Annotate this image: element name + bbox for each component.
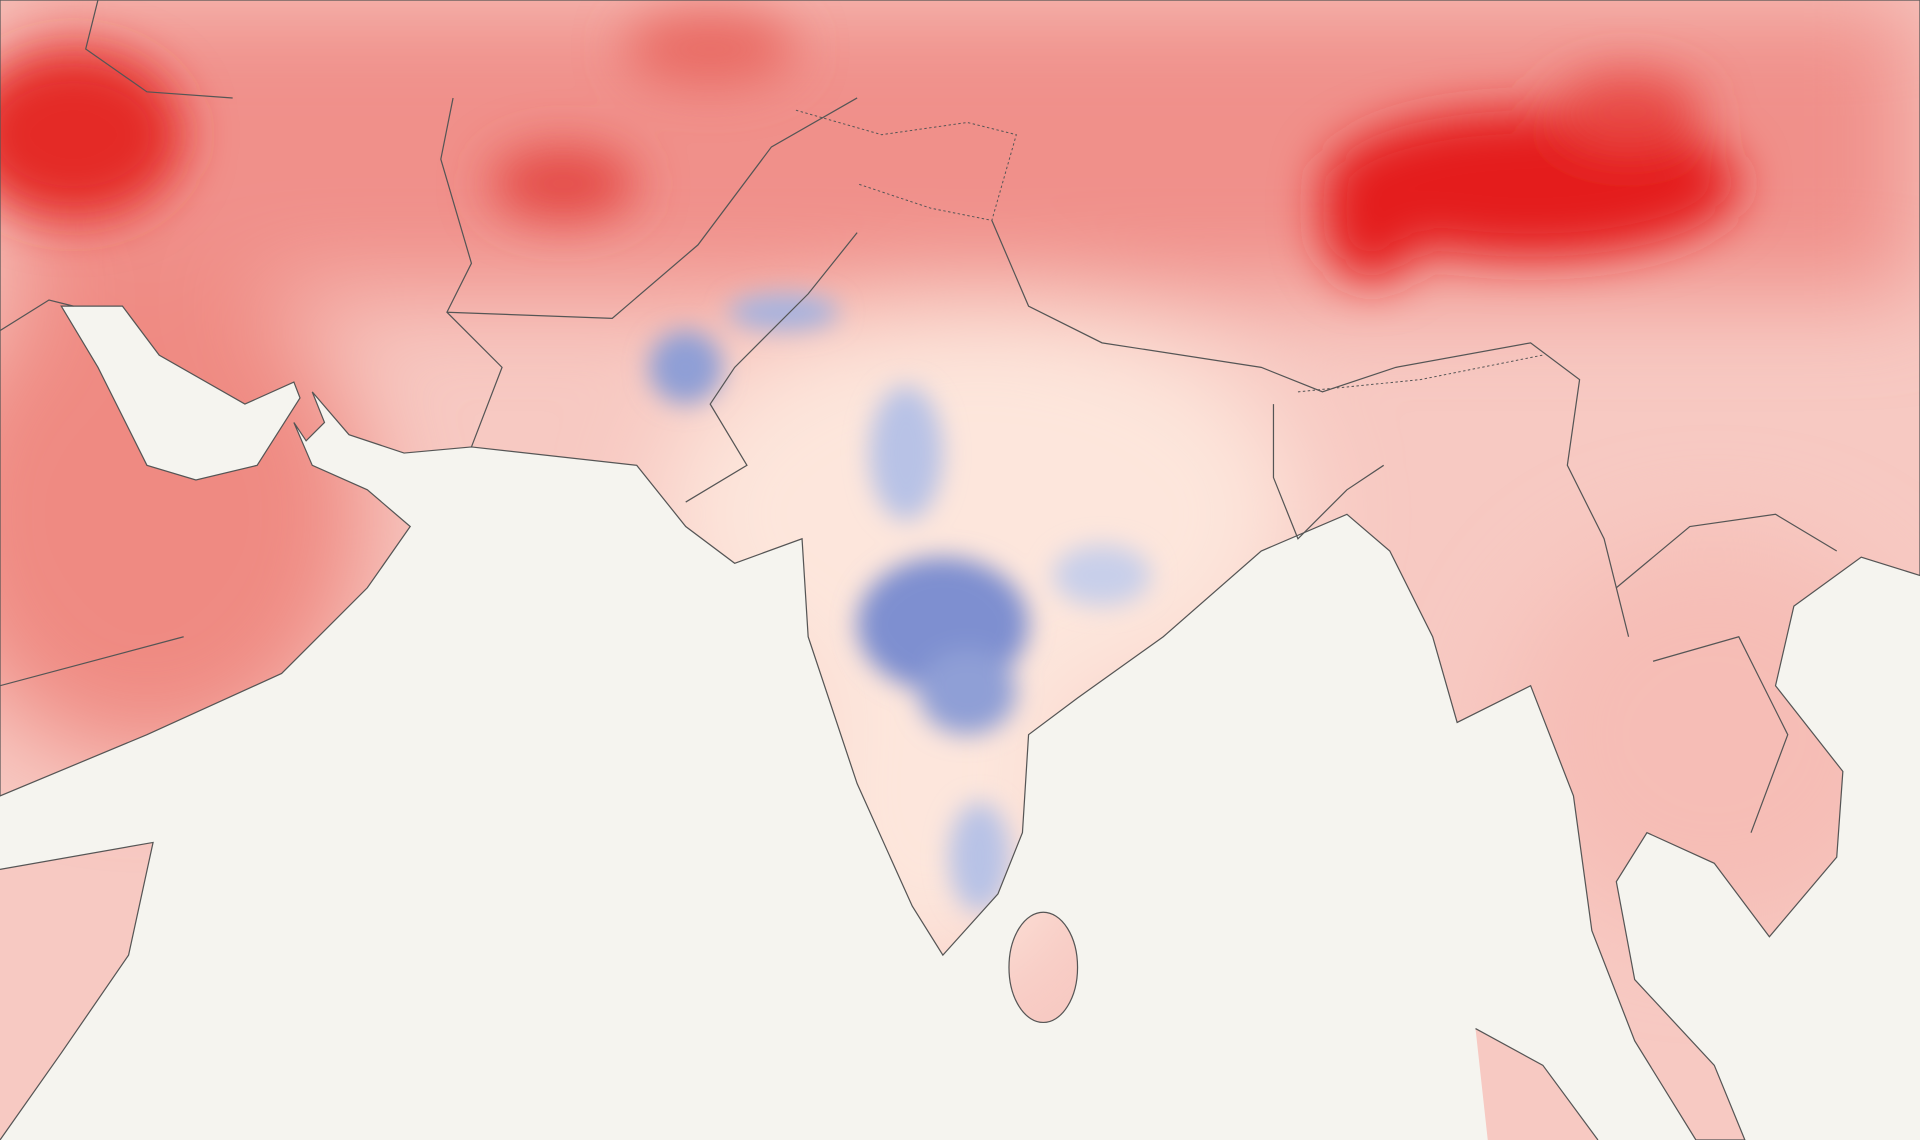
persian-gulf	[60, 305, 301, 481]
border-pakistan-india	[685, 232, 858, 503]
hotspot-tibet-north	[1555, 73, 1703, 147]
cool-punjab	[728, 293, 839, 331]
border-afghanistan-pakistan	[446, 97, 858, 319]
hotspot-iran	[0, 48, 184, 221]
hotspot-afghanistan	[489, 146, 637, 221]
border-himalaya	[991, 220, 1630, 637]
border-china-south	[1615, 513, 1838, 589]
border-bangladesh	[1272, 404, 1385, 540]
hotspot-central-asia	[624, 12, 796, 86]
border-iraq	[0, 299, 74, 332]
border-caspian	[85, 0, 233, 99]
hotspot-tibet	[1322, 110, 1739, 258]
hotspot-tibet-west	[1322, 159, 1421, 282]
cool-sindh	[648, 330, 723, 405]
heat-hotspots	[0, 12, 1739, 282]
cool-india	[661, 306, 1298, 723]
border-kashmir	[795, 109, 1017, 221]
borders	[0, 0, 1838, 833]
coastline-horn	[0, 841, 154, 1140]
coastline-sumatra	[1475, 1028, 1599, 1140]
cool-tamil-nadu	[948, 802, 1011, 913]
border-iran-afghanistan	[440, 97, 503, 448]
border-indochina	[1652, 636, 1789, 833]
cool-spots	[648, 293, 1152, 913]
cool-odisha	[1053, 544, 1152, 607]
border-arunachal	[1297, 354, 1543, 393]
border-yemen	[0, 636, 184, 687]
coastline-sri-lanka	[1008, 911, 1079, 1024]
heat-arabia	[0, 269, 368, 760]
cool-deccan-south	[918, 648, 1017, 735]
cool-rajasthan	[869, 385, 943, 521]
